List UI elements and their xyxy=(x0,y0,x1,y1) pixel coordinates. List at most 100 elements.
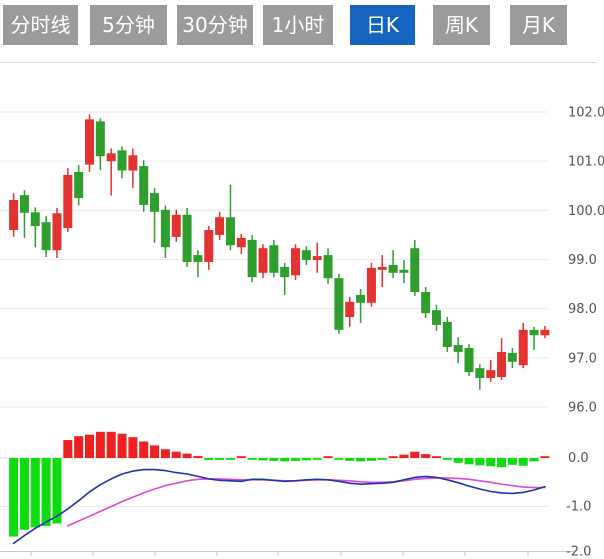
candle-body xyxy=(345,301,355,318)
macd-histogram-bar xyxy=(269,458,279,461)
candle-body xyxy=(388,264,398,273)
candle-body xyxy=(529,329,539,336)
macd-histogram-bar xyxy=(128,437,138,458)
tab-timeline[interactable]: 分时线 xyxy=(3,5,78,45)
candle-body xyxy=(540,329,550,336)
macd-histogram-bar xyxy=(453,458,463,463)
macd-histogram-bar xyxy=(193,456,203,458)
tab-30min[interactable]: 30分钟 xyxy=(177,5,253,45)
macd-histogram-bar xyxy=(30,458,40,528)
macd-histogram-bar xyxy=(225,458,235,460)
macd-histogram-bar xyxy=(388,456,398,458)
candle-body xyxy=(225,217,235,246)
macd-histogram-bar xyxy=(431,456,441,458)
macd-histogram-bar xyxy=(377,458,387,460)
candle-body xyxy=(442,321,452,348)
macd-histogram-bar xyxy=(410,451,420,458)
kline-macd-chart: 102.0 101.0 100.0 99.0 98.0 97.0 96.0 0.0 -1.0 -2… xyxy=(0,62,604,559)
candle-body xyxy=(464,348,474,373)
macd-histogram-bar xyxy=(258,458,268,461)
candle-body xyxy=(204,230,214,262)
price-axis-label: 100.0 xyxy=(568,204,604,219)
tab-5min[interactable]: 5分钟 xyxy=(90,5,167,45)
candle-body xyxy=(312,256,322,261)
candle-body xyxy=(95,121,105,157)
candle-body xyxy=(399,269,409,273)
tab-monthly-k[interactable]: 月K xyxy=(510,5,567,45)
candle-body xyxy=(301,250,311,261)
macd-histogram-bar xyxy=(301,458,311,461)
macd-histogram-bar xyxy=(171,451,181,458)
price-axis-label: 97.0 xyxy=(568,351,597,366)
tab-daily-k[interactable]: 日K xyxy=(350,5,415,45)
candle-body xyxy=(128,155,138,171)
macd-histogram-bar xyxy=(475,458,485,466)
candle-body xyxy=(366,267,376,303)
candle-body xyxy=(160,209,170,248)
candle-body xyxy=(30,212,40,227)
candle-body xyxy=(171,214,181,237)
macd-histogram-bar xyxy=(247,458,257,460)
macd-histogram-bar xyxy=(236,456,246,458)
candle-body xyxy=(41,222,51,251)
macd-axis-label: -1.0 xyxy=(566,500,591,515)
candle-body xyxy=(247,239,257,278)
macd-histogram-bar xyxy=(345,458,355,461)
candle-body xyxy=(139,166,149,205)
macd-histogram-bar xyxy=(399,454,409,458)
price-axis-label: 99.0 xyxy=(568,253,597,268)
macd-histogram-bar xyxy=(356,458,366,462)
macd-histogram-bar xyxy=(160,449,170,458)
tab-weekly-k[interactable]: 周K xyxy=(433,5,490,45)
candle-body xyxy=(323,255,333,279)
candle-body xyxy=(193,255,203,262)
macd-histogram-bar xyxy=(85,434,95,458)
macd-histogram-bar xyxy=(442,458,452,460)
candle-body xyxy=(9,200,19,231)
candle-body xyxy=(507,352,517,362)
price-axis-label: 101.0 xyxy=(568,155,604,170)
tab-1hour[interactable]: 1小时 xyxy=(263,5,333,45)
macd-histogram-bar xyxy=(486,458,496,467)
macd-histogram-bar xyxy=(182,453,192,458)
macd-histogram-bar xyxy=(215,458,225,460)
macd-histogram-bar xyxy=(95,431,105,458)
macd-histogram-bar xyxy=(9,458,19,537)
candle-body xyxy=(150,193,160,212)
candle-body xyxy=(497,351,507,378)
period-tab-bar: 分时线 5分钟 30分钟 1小时 日K 周K 月K xyxy=(0,5,604,45)
macd-histogram-bar xyxy=(421,454,431,458)
macd-histogram-bar xyxy=(63,440,73,458)
macd-histogram-bar xyxy=(150,445,160,458)
candle-body xyxy=(453,345,463,352)
candle-body xyxy=(486,370,496,379)
candle-body xyxy=(182,214,192,262)
macd-histogram-bar xyxy=(139,441,149,458)
dif-line xyxy=(12,468,546,545)
macd-histogram-bar xyxy=(529,458,539,462)
candle-body xyxy=(518,329,528,366)
macd-histogram-bar xyxy=(52,458,62,524)
candle-body xyxy=(85,119,95,165)
macd-histogram-bar xyxy=(106,431,116,458)
macd-histogram-bar xyxy=(464,458,474,465)
macd-axis-label: 0.0 xyxy=(568,451,589,466)
candle-body xyxy=(117,150,127,171)
macd-histogram-bar xyxy=(204,458,214,460)
price-axis-label: 96.0 xyxy=(568,401,597,416)
candle-body xyxy=(356,294,366,303)
macd-histogram-bar xyxy=(334,458,344,460)
candle-body xyxy=(74,171,84,199)
candle-body xyxy=(475,368,485,379)
macd-histogram-bar xyxy=(19,458,29,530)
candle-body xyxy=(377,266,387,270)
candle-body xyxy=(410,248,420,292)
macd-histogram-bar xyxy=(366,458,376,461)
candle-body xyxy=(291,248,301,276)
macd-axis-label: -2.0 xyxy=(566,545,591,559)
macd-histogram-bar xyxy=(291,458,301,461)
candle-body xyxy=(236,237,246,248)
macd-histogram-bar xyxy=(312,458,322,460)
price-axis-label: 98.0 xyxy=(568,302,597,317)
